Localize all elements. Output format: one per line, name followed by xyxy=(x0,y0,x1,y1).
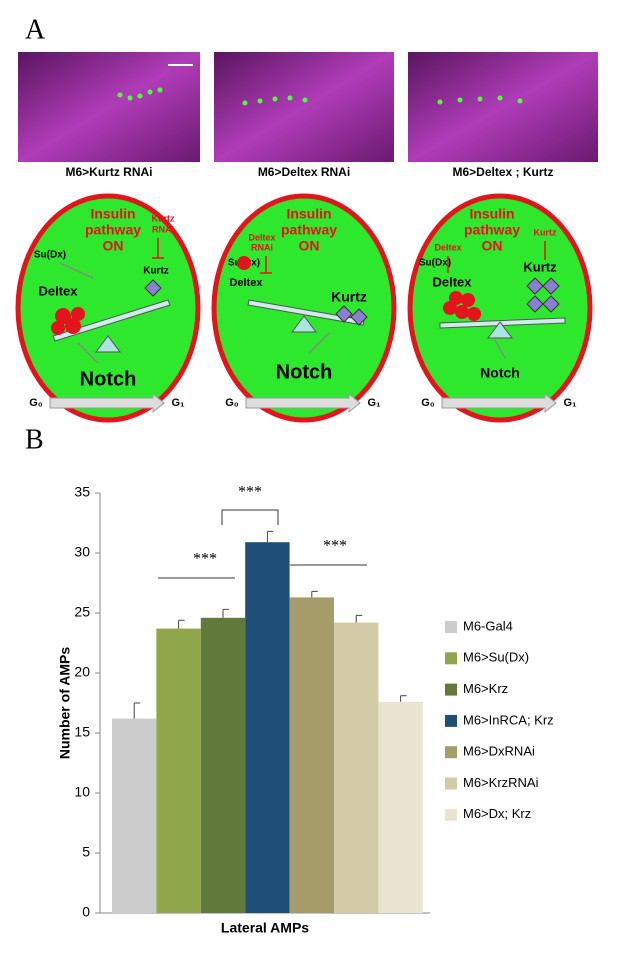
caption: M6>Deltex ; Kurtz xyxy=(452,165,553,179)
micrograph xyxy=(408,52,598,162)
caption: M6>Deltex RNAi xyxy=(258,165,350,179)
legend-label: M6>Krz xyxy=(463,681,508,696)
label: Notch xyxy=(80,368,137,390)
diagram: Insulin pathway ON Su(Dx) Kurtz RNAi Del… xyxy=(15,193,201,423)
y-tick-label: 10 xyxy=(74,784,90,800)
label: Kurtz xyxy=(152,213,175,223)
bar xyxy=(112,718,157,913)
label: RNAi xyxy=(152,224,174,234)
x-tick-label: Lateral AMPs xyxy=(221,920,309,936)
y-tick-label: 20 xyxy=(74,664,90,680)
legend-swatch xyxy=(445,621,457,633)
legend-swatch xyxy=(445,777,457,790)
bar xyxy=(156,628,201,913)
label: Insulin xyxy=(286,206,331,222)
y-axis-label: Number of AMPs xyxy=(57,647,73,759)
y-tick-label: 15 xyxy=(74,724,90,740)
caption: M6>Kurtz RNAi xyxy=(65,165,152,179)
label: ON xyxy=(482,238,503,254)
legend-label: M6>DxRNAi xyxy=(463,744,535,759)
label: Deltex xyxy=(434,242,461,252)
error-bar xyxy=(311,590,318,598)
legend-label: M6-Gal4 xyxy=(463,618,513,633)
label: ON xyxy=(103,238,124,254)
label: Deltex xyxy=(229,277,263,289)
legend-swatch xyxy=(445,746,457,759)
label: pathway xyxy=(464,222,520,238)
panel-label: A xyxy=(25,14,46,45)
bar xyxy=(245,542,290,913)
label: pathway xyxy=(281,222,337,238)
label: Kurtz xyxy=(143,266,169,277)
legend-swatch xyxy=(445,808,457,821)
label: G₁ xyxy=(563,397,577,409)
annotation: *** xyxy=(193,551,217,568)
legend-label: M6>InRCA; Krz xyxy=(463,712,554,727)
y-tick-label: 35 xyxy=(74,484,90,500)
y-tick-label: 5 xyxy=(82,844,90,860)
error-bar xyxy=(400,695,407,702)
micrographs xyxy=(18,52,598,162)
bar xyxy=(289,597,334,913)
label: Notch xyxy=(276,361,333,383)
label: Notch xyxy=(480,365,520,381)
label: Kurtz xyxy=(534,227,557,237)
label: G₀ xyxy=(29,397,43,409)
label: Deltex xyxy=(248,232,275,242)
legend-swatch xyxy=(445,652,457,665)
label: RNAi xyxy=(251,242,273,252)
chart: 0 5 10 15 20 25 30 35 Lateral AMPs M6-Gal4 M6>Su(D… xyxy=(74,484,553,936)
label: Deltex xyxy=(38,283,78,298)
label: Kurtz xyxy=(331,289,367,305)
legend-label: M6>Su(Dx) xyxy=(463,650,529,665)
label: pathway xyxy=(85,222,141,238)
label: Kurtz xyxy=(523,259,557,274)
micrograph xyxy=(18,52,200,162)
error-bar xyxy=(222,608,229,618)
error-bar xyxy=(355,614,363,623)
label: ON xyxy=(299,238,320,254)
bar xyxy=(200,617,246,913)
label: Deltex xyxy=(432,274,472,289)
label: G₀ xyxy=(225,397,239,409)
label: Insulin xyxy=(469,206,514,222)
bar xyxy=(378,701,423,913)
label: Su(Dx) xyxy=(34,250,66,261)
label: G₁ xyxy=(171,397,185,409)
legend-swatch xyxy=(445,683,457,696)
y-tick-label: 25 xyxy=(74,604,90,620)
y-tick-label: 30 xyxy=(74,544,90,560)
label: G₁ xyxy=(367,397,381,409)
bar xyxy=(334,622,379,913)
label: Su(Dx) xyxy=(419,258,451,269)
diagram: Insulin pathway ON Deltex RNAi Su(Dx) De… xyxy=(211,193,397,423)
label: G₀ xyxy=(421,397,435,409)
error-bar xyxy=(266,530,274,543)
legend-label: M6>KrzRNAi xyxy=(463,775,539,790)
error-bar xyxy=(178,619,185,629)
micrograph xyxy=(214,52,394,162)
panel-label: B xyxy=(25,424,44,455)
error-bar xyxy=(133,702,141,719)
label: Insulin xyxy=(90,206,135,222)
legend-label: M6>Dx; Krz xyxy=(463,806,531,821)
annotation: *** xyxy=(323,538,347,555)
significance-line xyxy=(221,509,279,525)
legend-swatch xyxy=(445,714,457,727)
annotation: *** xyxy=(238,484,262,501)
diagram: Insulin pathway ON Deltex Su(Dx) Kurtz D… xyxy=(407,193,593,423)
y-tick-label: 0 xyxy=(82,904,90,920)
